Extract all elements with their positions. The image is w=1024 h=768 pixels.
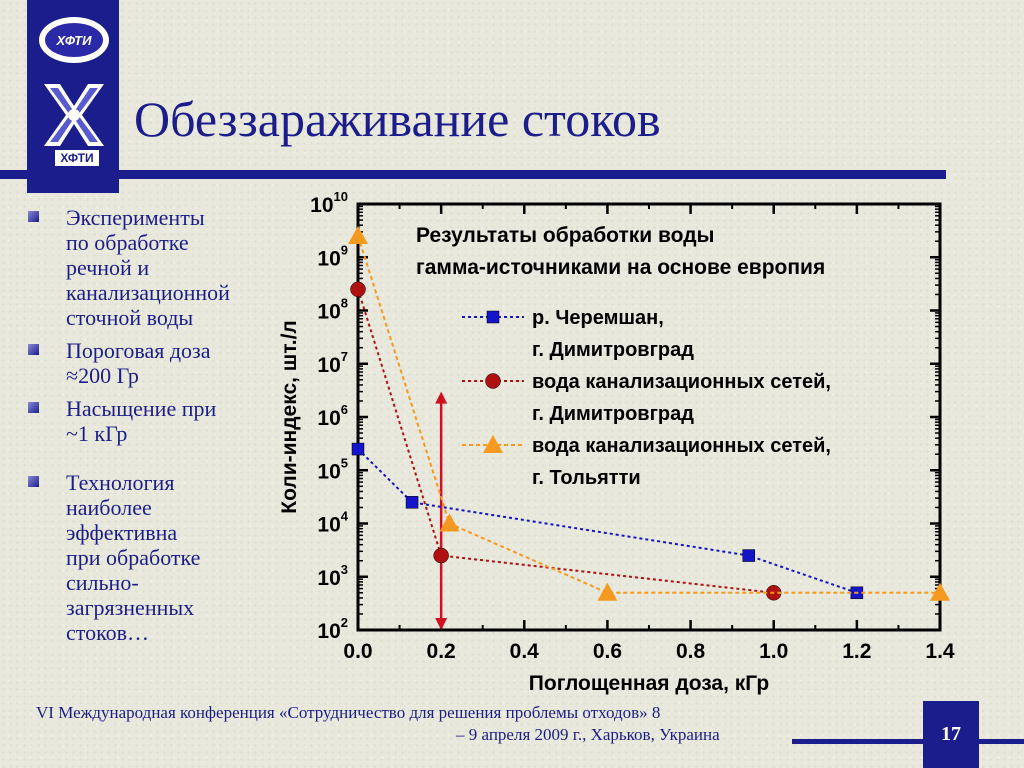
bullet-text: Технология xyxy=(66,470,175,495)
legend-label: р. Черемшан, xyxy=(532,307,664,329)
bullet-marker-icon xyxy=(28,211,39,222)
x-tick-label: 0.8 xyxy=(676,640,706,663)
y-tick-label: 1010 xyxy=(310,189,348,217)
legend-label: г. Димитровград xyxy=(532,339,694,361)
bullet-text: Насыщение при xyxy=(66,396,217,421)
x-tick-label: 1.2 xyxy=(842,640,871,663)
data-point xyxy=(405,496,419,509)
x-axis-label: Поглощенная доза, кГр xyxy=(529,672,769,695)
x-tick-label: 0.0 xyxy=(343,640,372,663)
x-tick-label: 0.6 xyxy=(593,640,622,663)
legend-marker xyxy=(486,310,500,324)
page-title: Обеззараживание стоков xyxy=(134,91,661,147)
footer: VI Международная конференция «Сотрудниче… xyxy=(36,703,816,745)
data-point xyxy=(351,442,365,456)
legend-marker xyxy=(483,435,503,453)
bullet-marker-icon xyxy=(28,344,39,355)
dose-response-chart: 0.0 0.2 0.4 0.6 0.8 1.0 1.2 1.4 102 103 104 105 106 1… xyxy=(278,189,955,695)
bullet-item: Эксперименты по обработке речной и канализа… xyxy=(28,205,278,330)
chart-title-line: Результаты обработки воды xyxy=(416,224,714,247)
bullet-marker-icon xyxy=(28,476,39,487)
data-point xyxy=(742,549,756,562)
data-point xyxy=(350,281,366,298)
chart-title-line: гамма-источниками на основе европия xyxy=(416,256,825,279)
bullet-text: при обработке xyxy=(66,545,201,570)
bullet-text: речной и xyxy=(66,255,150,280)
bullet-text: по обработке xyxy=(66,230,189,255)
x-tick-label: 1.4 xyxy=(925,640,955,663)
bullet-text: загрязненных xyxy=(66,595,195,620)
bullet-marker-icon xyxy=(28,402,39,413)
bullet-text: канализационной xyxy=(66,280,230,305)
bullet-text: Пороговая доза xyxy=(66,338,211,363)
bullet-item: Насыщение при ~1 кГр xyxy=(28,396,278,446)
series-line xyxy=(357,235,940,594)
bullet-text: сильно- xyxy=(66,570,139,595)
y-tick-label: 105 xyxy=(317,455,348,483)
legend-label: вода канализационных сетей, xyxy=(532,435,831,457)
legend-label: г. Димитровград xyxy=(532,403,694,425)
y-tick-label: 102 xyxy=(317,615,348,643)
legend-label: вода канализационных сетей, xyxy=(532,371,831,393)
legend-marker xyxy=(485,373,501,389)
bullet-text: стоков… xyxy=(66,620,150,645)
data-point xyxy=(439,513,460,532)
logo-text: ХФТИ xyxy=(45,23,103,57)
data-point xyxy=(930,582,950,601)
organization-logo: ХФТИ xyxy=(36,14,112,66)
data-point xyxy=(433,547,449,564)
kipt-x-logo-icon xyxy=(44,84,104,146)
annotation-arrow-head-top xyxy=(435,391,448,404)
x-tick-label: 0.4 xyxy=(510,640,540,663)
bullet-list: Эксперименты по обработке речной и канализа… xyxy=(28,205,278,653)
footer-divider xyxy=(792,739,1024,744)
y-tick-label: 106 xyxy=(317,402,348,430)
bullet-text: сточной воды xyxy=(66,305,194,330)
bullet-text: Эксперименты xyxy=(66,205,205,230)
footer-conference: VI Международная конференция «Сотрудниче… xyxy=(36,703,661,722)
footer-date-place: – 9 апреля 2009 г., Харьков, Украина xyxy=(456,725,720,744)
y-tick-label: 103 xyxy=(317,562,348,590)
bullet-item: Технология наиболее эффективна при обработк… xyxy=(28,470,278,645)
x-tick-label: 0.2 xyxy=(427,640,456,663)
data-point xyxy=(348,226,368,245)
x-tick-label: 1.0 xyxy=(759,640,788,663)
y-tick-label: 104 xyxy=(317,509,348,537)
bullet-text: эффективна xyxy=(66,520,178,545)
bullet-item: Пороговая доза ≈200 Гр xyxy=(28,338,278,388)
series-line xyxy=(357,448,858,594)
bullet-text: ~1 кГр xyxy=(66,421,128,446)
y-tick-label: 108 xyxy=(317,296,348,324)
y-axis-label: Коли-индекс, шт./л xyxy=(278,320,301,514)
page-number: 17 xyxy=(923,701,979,768)
logo-caption: ХФТИ xyxy=(55,150,99,166)
bullet-text: ≈200 Гр xyxy=(66,363,139,388)
legend-label: г. Тольятти xyxy=(532,467,641,489)
annotation-arrow-head-bottom xyxy=(435,618,448,630)
y-tick-label: 109 xyxy=(317,242,348,270)
title-divider xyxy=(0,170,946,179)
data-point xyxy=(597,582,618,601)
bullet-text: наиболее xyxy=(66,495,152,520)
y-tick-label: 107 xyxy=(317,349,348,377)
